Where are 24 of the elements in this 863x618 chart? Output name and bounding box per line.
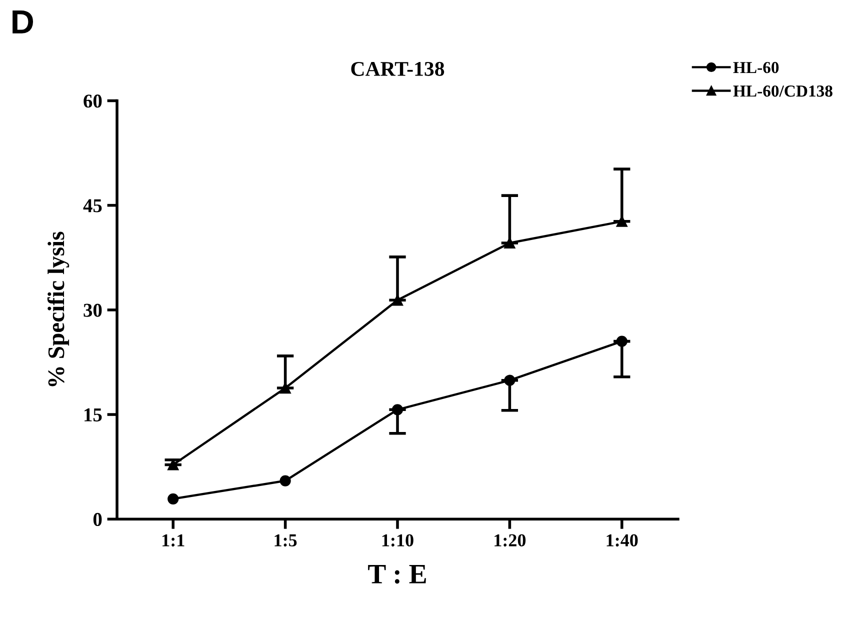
point (616, 216, 628, 227)
y-tick-label: 60 (84, 94, 102, 108)
point (616, 336, 628, 347)
x-axis-title: T : E (368, 565, 426, 584)
point (168, 459, 179, 470)
y-tick-label: 30 (84, 304, 102, 317)
legend-label: HL-60/CD138 (733, 85, 832, 97)
y-tick-label: 0 (93, 512, 102, 526)
point (280, 475, 291, 486)
point (168, 493, 179, 504)
point (392, 404, 404, 416)
x-tick-label: 1:40 (606, 534, 638, 546)
x-tick-label: 1:1 (162, 534, 184, 546)
point (392, 294, 404, 306)
chart-title: CART-138 (351, 62, 444, 76)
y-tick-label: 45 (83, 199, 102, 212)
x-tick-label: 1:20 (494, 534, 526, 546)
y-tick-label: 15 (84, 408, 102, 422)
y-axis-title: % Specific lysis (47, 232, 70, 386)
x-tick-label: 1:5 (274, 534, 297, 546)
text: D (12, 10, 34, 34)
x-tick-label: 1:10 (382, 534, 414, 546)
legend-label: HL-60 (733, 62, 779, 74)
point (504, 374, 516, 386)
